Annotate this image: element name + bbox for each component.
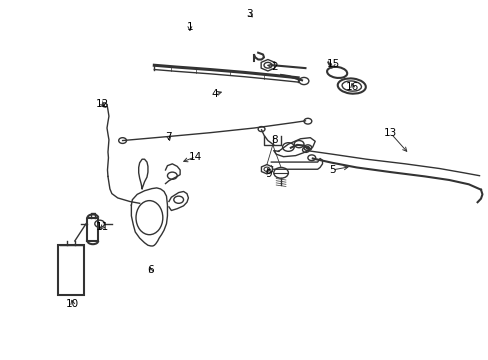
- Text: 4: 4: [211, 89, 218, 99]
- Polygon shape: [261, 59, 274, 71]
- Text: 2: 2: [271, 62, 278, 72]
- Polygon shape: [261, 165, 272, 174]
- Circle shape: [306, 147, 309, 149]
- Text: 7: 7: [165, 132, 172, 142]
- Text: 14: 14: [189, 152, 202, 162]
- Text: 6: 6: [147, 265, 154, 275]
- Text: 13: 13: [384, 129, 397, 138]
- Text: 11: 11: [95, 222, 108, 232]
- Text: 10: 10: [66, 300, 79, 310]
- Text: 8: 8: [271, 135, 278, 145]
- Text: 12: 12: [95, 99, 108, 109]
- Bar: [58, 245, 83, 296]
- Text: 9: 9: [265, 168, 272, 179]
- Text: 16: 16: [346, 82, 359, 93]
- Text: 1: 1: [186, 22, 193, 32]
- Text: 15: 15: [326, 59, 339, 69]
- Text: 3: 3: [245, 9, 252, 19]
- Text: 5: 5: [328, 165, 335, 175]
